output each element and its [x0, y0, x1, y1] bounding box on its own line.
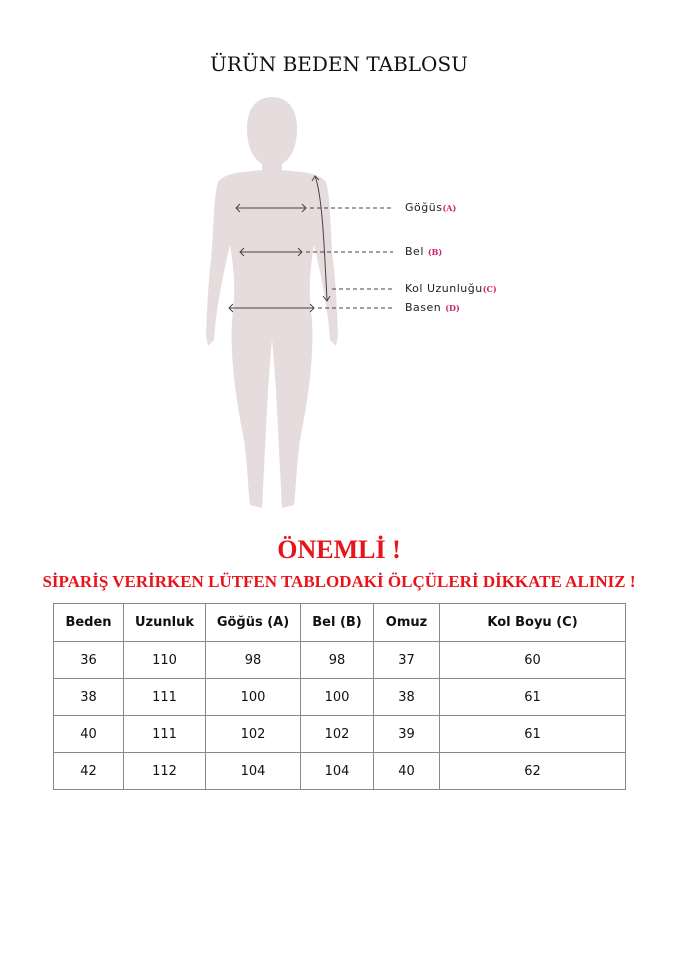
table-cell: 112: [123, 752, 206, 790]
label-hip: Basen (D): [405, 301, 460, 314]
column-header: Göğüs (A): [205, 603, 301, 642]
column-header: Omuz: [373, 603, 440, 642]
table-cell: 104: [300, 752, 374, 790]
important-heading: ÖNEMLİ !: [277, 535, 401, 564]
table-cell: 39: [373, 715, 440, 753]
column-header: Beden: [53, 603, 124, 642]
table-cell: 98: [205, 641, 301, 679]
table-cell: 40: [53, 715, 124, 753]
sleeve-arrow: [314, 175, 328, 301]
table-cell: 61: [439, 715, 626, 753]
body-measurement-figure: [206, 97, 393, 508]
column-header: Kol Boyu (C): [439, 603, 626, 642]
table-cell: 102: [300, 715, 374, 753]
page-title: ÜRÜN BEDEN TABLOSU: [209, 52, 469, 76]
label-chest: Göğüs(A): [405, 201, 457, 214]
body-silhouette: [206, 97, 338, 508]
table-cell: 111: [123, 715, 206, 753]
table-cell: 37: [373, 641, 440, 679]
label-waist: Bel (B): [405, 245, 443, 258]
table-row: 38 111 100 100 38 61: [53, 678, 626, 716]
table-cell: 100: [205, 678, 301, 716]
table-cell: 60: [439, 641, 626, 679]
table-cell: 104: [205, 752, 301, 790]
table-row: 40 111 102 102 39 61: [53, 715, 626, 753]
column-header: Bel (B): [300, 603, 374, 642]
table-cell: 62: [439, 752, 626, 790]
column-header: Uzunluk: [123, 603, 206, 642]
table-cell: 98: [300, 641, 374, 679]
table-cell: 111: [123, 678, 206, 716]
table-header-row: Beden Uzunluk Göğüs (A) Bel (B) Omuz Kol Boyu…: [53, 603, 626, 642]
label-sleeve: Kol Uzunluğu(C): [405, 282, 497, 295]
table-row: 36 110 98 98 37 60: [53, 641, 626, 679]
table-cell: 102: [205, 715, 301, 753]
table-cell: 38: [53, 678, 124, 716]
table-cell: 38: [373, 678, 440, 716]
table-cell: 36: [53, 641, 124, 679]
table-cell: 61: [439, 678, 626, 716]
table-cell: 42: [53, 752, 124, 790]
table-row: 42 112 104 104 40 62: [53, 752, 626, 790]
table-cell: 40: [373, 752, 440, 790]
table-cell: 100: [300, 678, 374, 716]
table-cell: 110: [123, 641, 206, 679]
warning-text: SİPARİŞ VERİRKEN LÜTFEN TABLODAKİ ÖLÇÜLE…: [42, 572, 636, 591]
size-table: Beden Uzunluk Göğüs (A) Bel (B) Omuz Kol Boyu…: [53, 603, 626, 790]
